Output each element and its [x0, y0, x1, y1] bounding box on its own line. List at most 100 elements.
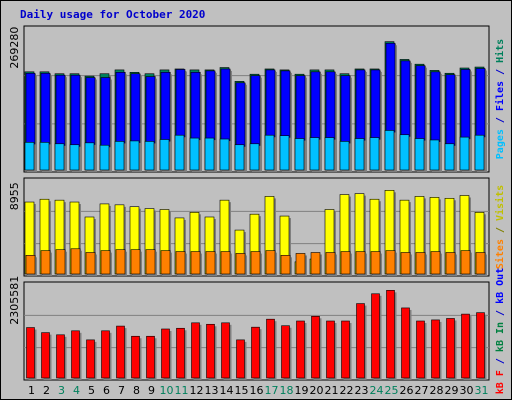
bar-kbytes-f-day-21: [326, 320, 335, 379]
bar-pages-day-24: [369, 137, 380, 171]
bar-sites-day-25: [385, 250, 396, 275]
legend-segment-1: Pages: [495, 129, 506, 159]
bar-sites-day-3: [55, 249, 66, 275]
bar-kbytes-f-day-4: [71, 330, 80, 379]
panel-3: 2305581 kB F / kB In / kB Out: [8, 268, 506, 394]
bar-sites-day-11: [175, 251, 186, 275]
x-tick-label: 11: [175, 384, 189, 397]
bar-sites-day-28: [430, 251, 441, 275]
bar-sites-day-15: [235, 253, 246, 275]
bar-sites-day-10: [160, 250, 171, 275]
bar-pages-day-19: [294, 138, 305, 171]
bar-sites-day-1: [25, 255, 36, 275]
bar-pages-day-17: [264, 134, 275, 171]
bar-kbytes-f-day-18: [281, 325, 290, 379]
bar-sites-day-17: [265, 250, 276, 275]
bar-kbytes-f-day-19: [296, 320, 305, 379]
bar-kbytes-f-day-16: [251, 326, 260, 379]
panel-2: 8955 Sites / Visits: [8, 177, 506, 277]
bar-kbytes-f-day-24: [371, 293, 380, 379]
legend-segment-2: /: [495, 352, 506, 370]
bar-pages-day-9: [144, 141, 155, 171]
x-tick-label: 27: [415, 384, 429, 397]
bar-sites-day-22: [340, 251, 351, 275]
bar-kbytes-f-day-11: [176, 327, 185, 379]
bar-pages-day-28: [429, 139, 440, 171]
panel-max-label: 2305581: [8, 276, 21, 325]
bar-sites-day-12: [190, 251, 201, 275]
bar-sites-day-31: [475, 252, 486, 275]
legend-segment-4: /: [495, 304, 506, 322]
bar-kbytes-f-day-8: [131, 335, 140, 379]
bar-kbytes-f-day-27: [416, 320, 425, 379]
chart-title: Daily usage for October 2020: [20, 8, 205, 21]
bar-sites-day-23: [355, 251, 366, 275]
x-tick-label: 31: [475, 384, 489, 397]
bar-sites-day-13: [205, 251, 216, 275]
bar-kbytes-f-day-17: [266, 318, 275, 379]
legend-segment-3: Visits: [494, 185, 506, 221]
bar-pages-day-11: [174, 134, 185, 171]
bar-kbytes-f-day-13: [206, 323, 215, 379]
legend-segment-1: Sites: [494, 239, 506, 269]
bar-kbytes-f-day-31: [476, 312, 485, 379]
bar-pages-day-1: [24, 142, 35, 171]
bar-sites-day-14: [220, 251, 231, 275]
x-tick-label: 22: [340, 384, 354, 397]
bar-pages-day-4: [69, 144, 80, 171]
x-tick-label: 10: [160, 384, 174, 397]
legend-segment-5: Hits: [494, 39, 506, 63]
x-tick-label: 19: [295, 384, 309, 397]
legend-segment-2: /: [495, 221, 506, 239]
legend-segment-3: Files: [494, 81, 506, 111]
x-tick-label: 26: [400, 384, 414, 397]
x-axis-labels: 1 2 3 4 5 6 7 8 9 10 11 12 13 14 15 16 17 18 19 20 21 22 23 24 2…: [28, 384, 489, 397]
bar-pages-day-30: [459, 136, 470, 171]
bar-pages-day-18: [279, 135, 290, 171]
x-tick-label: 24: [370, 384, 384, 397]
panel-legend-label: Pages / Files / Hits: [494, 39, 506, 159]
x-tick-label: 25: [385, 384, 399, 397]
x-tick-label: 6: [103, 384, 110, 397]
x-tick-label: 2: [43, 384, 50, 397]
x-tick-label: 4: [73, 384, 80, 397]
bar-kbytes-f-day-3: [56, 334, 65, 379]
bar-pages-day-21: [324, 137, 335, 171]
bar-sites-day-6: [100, 250, 111, 275]
bar-pages-day-29: [444, 143, 455, 171]
x-tick-label: 9: [148, 384, 155, 397]
bar-sites-day-29: [445, 252, 456, 275]
bar-kbytes-f-day-5: [86, 339, 95, 379]
bar-pages-day-13: [204, 137, 215, 171]
bar-sites-day-21: [325, 252, 336, 275]
bar-sites-day-9: [145, 249, 156, 275]
panel-max-label: 269280: [8, 27, 21, 69]
bar-pages-day-26: [399, 134, 410, 171]
x-tick-label: 28: [430, 384, 444, 397]
panel-legend-label: kB F / kB In / kB Out: [495, 268, 506, 394]
bar-pages-day-16: [249, 143, 260, 171]
bar-sites-day-30: [460, 250, 471, 275]
x-tick-label: 3: [58, 384, 65, 397]
bar-kbytes-f-day-1: [26, 327, 35, 379]
x-tick-label: 7: [118, 384, 125, 397]
bar-kbytes-f-day-9: [146, 335, 155, 379]
bar-kbytes-f-day-15: [236, 339, 245, 379]
bar-sites-day-27: [415, 252, 426, 275]
bar-pages-day-22: [339, 141, 350, 171]
x-tick-label: 12: [190, 384, 204, 397]
x-tick-label: 1: [28, 384, 35, 397]
x-tick-label: 8: [133, 384, 140, 397]
panel-max-label: 8955: [8, 182, 21, 210]
x-tick-label: 15: [235, 384, 249, 397]
bar-pages-day-3: [54, 143, 65, 171]
bar-pages-day-12: [189, 137, 200, 171]
bar-pages-day-10: [159, 139, 170, 171]
chart-panels: 269280 Pages / Files / Hits 8955 Sites / Vi…: [8, 25, 506, 394]
bar-pages-day-7: [114, 141, 125, 171]
bar-sites-day-24: [370, 251, 381, 275]
x-tick-label: 30: [460, 384, 474, 397]
bar-sites-day-26: [400, 252, 411, 275]
bar-pages-day-5: [84, 142, 95, 171]
bar-kbytes-f-day-2: [41, 332, 50, 379]
